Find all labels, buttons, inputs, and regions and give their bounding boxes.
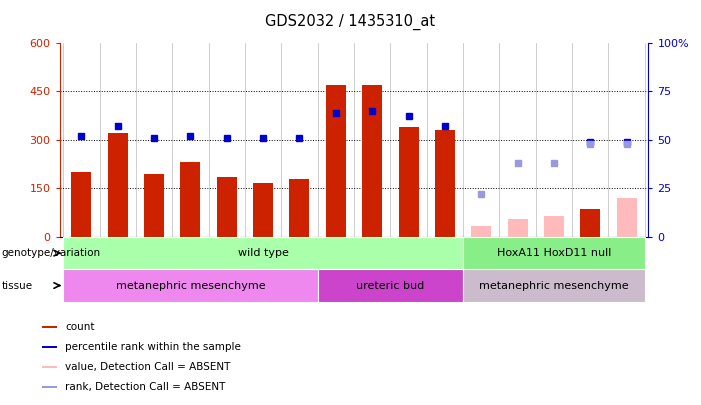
Bar — [580, 209, 600, 237]
Text: metanephric mesenchyme: metanephric mesenchyme — [116, 281, 265, 290]
Bar — [217, 177, 237, 237]
Bar — [63, 269, 318, 302]
Bar — [544, 216, 564, 237]
Text: HoxA11 HoxD11 null: HoxA11 HoxD11 null — [497, 248, 611, 258]
Text: metanephric mesenchyme: metanephric mesenchyme — [479, 281, 629, 290]
Bar — [471, 226, 491, 237]
Bar — [42, 346, 57, 348]
Bar — [42, 386, 57, 388]
Bar — [63, 237, 463, 269]
Text: rank, Detection Call = ABSENT: rank, Detection Call = ABSENT — [65, 382, 226, 392]
Bar — [144, 174, 164, 237]
Text: tissue: tissue — [1, 281, 32, 290]
Bar — [180, 162, 200, 237]
Bar — [508, 219, 528, 237]
Bar — [362, 85, 382, 237]
Text: genotype/variation: genotype/variation — [1, 248, 100, 258]
Bar — [72, 172, 91, 237]
Bar — [42, 326, 57, 328]
Bar — [253, 183, 273, 237]
Bar — [290, 179, 309, 237]
Text: value, Detection Call = ABSENT: value, Detection Call = ABSENT — [65, 362, 231, 372]
Bar — [399, 127, 418, 237]
Text: ureteric bud: ureteric bud — [356, 281, 425, 290]
Text: count: count — [65, 322, 95, 332]
Text: GDS2032 / 1435310_at: GDS2032 / 1435310_at — [266, 14, 435, 30]
Text: wild type: wild type — [238, 248, 289, 258]
Bar — [435, 130, 455, 237]
Text: percentile rank within the sample: percentile rank within the sample — [65, 342, 241, 352]
Bar — [42, 366, 57, 368]
Bar — [326, 85, 346, 237]
Bar — [318, 269, 463, 302]
Bar — [463, 237, 645, 269]
Bar — [108, 133, 128, 237]
Bar — [463, 269, 645, 302]
Bar — [617, 198, 637, 237]
